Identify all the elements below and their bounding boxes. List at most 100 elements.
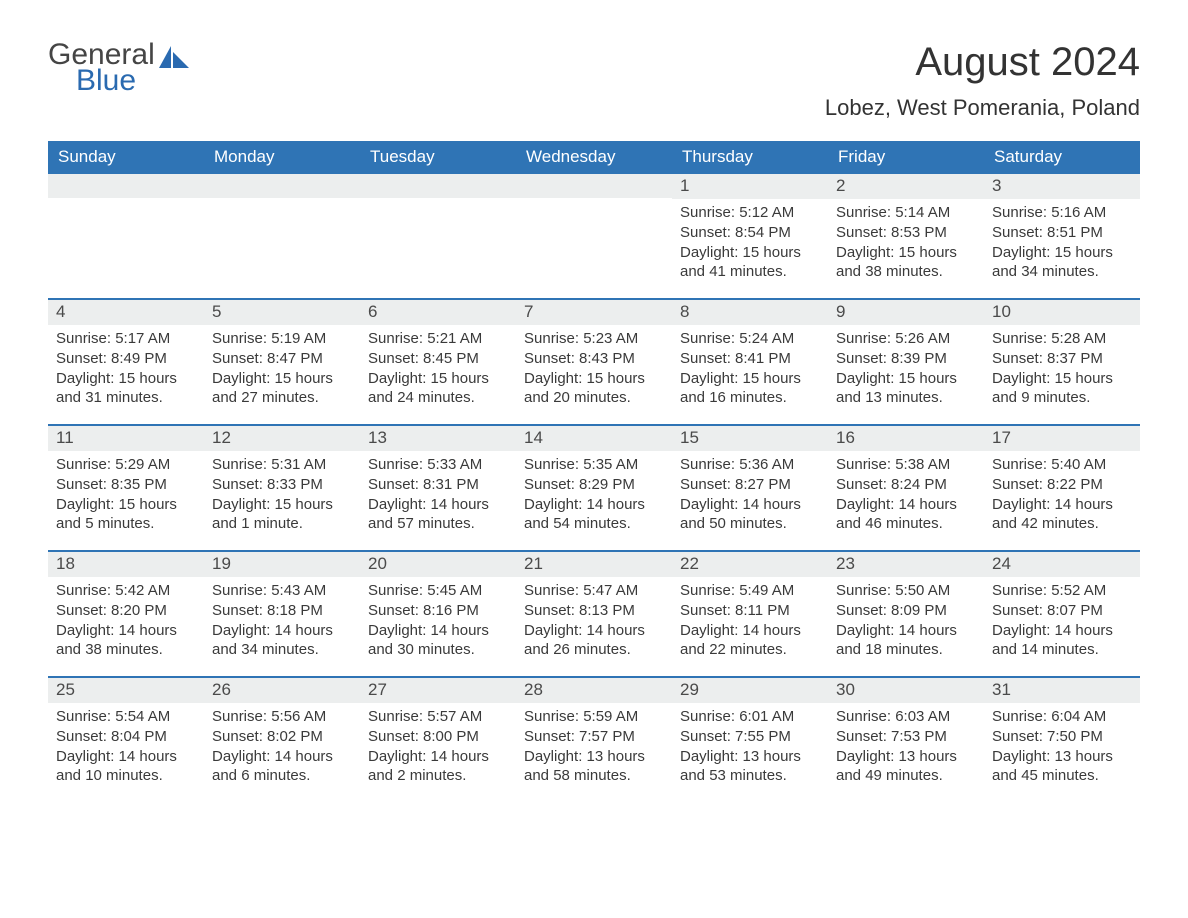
calendar-week: 11Sunrise: 5:29 AMSunset: 8:35 PMDayligh… [48,424,1140,550]
day-info: Sunrise: 6:01 AMSunset: 7:55 PMDaylight:… [672,703,828,794]
sunset-line: Sunset: 8:02 PM [212,727,352,747]
daylight-line: Daylight: 14 hours and 42 minutes. [992,495,1132,535]
sunset-line: Sunset: 7:55 PM [680,727,820,747]
sunset-line: Sunset: 8:00 PM [368,727,508,747]
day-info: Sunrise: 5:17 AMSunset: 8:49 PMDaylight:… [48,325,204,416]
sunset-line: Sunset: 8:35 PM [56,475,196,495]
header: General Blue August 2024 Lobez, West Pom… [48,40,1140,121]
day-number: 8 [672,300,828,325]
day-number: 2 [828,174,984,199]
weekday-header: Sunday [48,141,204,174]
day-info: Sunrise: 6:03 AMSunset: 7:53 PMDaylight:… [828,703,984,794]
daylight-line: Daylight: 15 hours and 20 minutes. [524,369,664,409]
sunset-line: Sunset: 8:49 PM [56,349,196,369]
daylight-line: Daylight: 14 hours and 50 minutes. [680,495,820,535]
day-number: 14 [516,426,672,451]
sunset-line: Sunset: 8:24 PM [836,475,976,495]
day-number: 12 [204,426,360,451]
daylight-line: Daylight: 13 hours and 58 minutes. [524,747,664,787]
title-block: August 2024 Lobez, West Pomerania, Polan… [825,40,1140,121]
day-info: Sunrise: 5:49 AMSunset: 8:11 PMDaylight:… [672,577,828,668]
day-info: Sunrise: 5:21 AMSunset: 8:45 PMDaylight:… [360,325,516,416]
calendar-cell: 25Sunrise: 5:54 AMSunset: 8:04 PMDayligh… [48,678,204,802]
day-info: Sunrise: 5:43 AMSunset: 8:18 PMDaylight:… [204,577,360,668]
calendar-week: 18Sunrise: 5:42 AMSunset: 8:20 PMDayligh… [48,550,1140,676]
sunset-line: Sunset: 8:13 PM [524,601,664,621]
day-number: 30 [828,678,984,703]
calendar-cell: 23Sunrise: 5:50 AMSunset: 8:09 PMDayligh… [828,552,984,676]
sunrise-line: Sunrise: 6:01 AM [680,707,820,727]
day-info: Sunrise: 5:38 AMSunset: 8:24 PMDaylight:… [828,451,984,542]
day-number [516,174,672,198]
sunrise-line: Sunrise: 5:47 AM [524,581,664,601]
calendar-cell: 28Sunrise: 5:59 AMSunset: 7:57 PMDayligh… [516,678,672,802]
day-info: Sunrise: 5:23 AMSunset: 8:43 PMDaylight:… [516,325,672,416]
calendar-week: 25Sunrise: 5:54 AMSunset: 8:04 PMDayligh… [48,676,1140,802]
calendar-cell: 21Sunrise: 5:47 AMSunset: 8:13 PMDayligh… [516,552,672,676]
sunset-line: Sunset: 8:51 PM [992,223,1132,243]
day-info: Sunrise: 5:29 AMSunset: 8:35 PMDaylight:… [48,451,204,542]
sunset-line: Sunset: 8:37 PM [992,349,1132,369]
calendar-cell: 1Sunrise: 5:12 AMSunset: 8:54 PMDaylight… [672,174,828,298]
sunrise-line: Sunrise: 5:16 AM [992,203,1132,223]
calendar-cell: 27Sunrise: 5:57 AMSunset: 8:00 PMDayligh… [360,678,516,802]
day-number [360,174,516,198]
day-info: Sunrise: 5:36 AMSunset: 8:27 PMDaylight:… [672,451,828,542]
brand-logo: General Blue [48,40,191,96]
sunrise-line: Sunrise: 5:52 AM [992,581,1132,601]
daylight-line: Daylight: 15 hours and 5 minutes. [56,495,196,535]
day-number: 24 [984,552,1140,577]
daylight-line: Daylight: 14 hours and 14 minutes. [992,621,1132,661]
calendar-cell: 19Sunrise: 5:43 AMSunset: 8:18 PMDayligh… [204,552,360,676]
sunrise-line: Sunrise: 5:38 AM [836,455,976,475]
sunrise-line: Sunrise: 5:17 AM [56,329,196,349]
day-number: 7 [516,300,672,325]
daylight-line: Daylight: 15 hours and 9 minutes. [992,369,1132,409]
day-info: Sunrise: 5:28 AMSunset: 8:37 PMDaylight:… [984,325,1140,416]
sunset-line: Sunset: 8:54 PM [680,223,820,243]
calendar-cell: 4Sunrise: 5:17 AMSunset: 8:49 PMDaylight… [48,300,204,424]
day-number: 3 [984,174,1140,199]
sunrise-line: Sunrise: 5:29 AM [56,455,196,475]
location-label: Lobez, West Pomerania, Poland [825,95,1140,121]
daylight-line: Daylight: 15 hours and 31 minutes. [56,369,196,409]
day-number: 19 [204,552,360,577]
day-info: Sunrise: 5:45 AMSunset: 8:16 PMDaylight:… [360,577,516,668]
calendar-cell: 3Sunrise: 5:16 AMSunset: 8:51 PMDaylight… [984,174,1140,298]
daylight-line: Daylight: 15 hours and 24 minutes. [368,369,508,409]
day-number: 21 [516,552,672,577]
day-number: 1 [672,174,828,199]
sunrise-line: Sunrise: 5:56 AM [212,707,352,727]
day-info: Sunrise: 5:50 AMSunset: 8:09 PMDaylight:… [828,577,984,668]
sunrise-line: Sunrise: 5:33 AM [368,455,508,475]
calendar-cell: 7Sunrise: 5:23 AMSunset: 8:43 PMDaylight… [516,300,672,424]
daylight-line: Daylight: 15 hours and 1 minute. [212,495,352,535]
daylight-line: Daylight: 14 hours and 57 minutes. [368,495,508,535]
calendar-cell: 9Sunrise: 5:26 AMSunset: 8:39 PMDaylight… [828,300,984,424]
daylight-line: Daylight: 13 hours and 49 minutes. [836,747,976,787]
calendar-cell: 5Sunrise: 5:19 AMSunset: 8:47 PMDaylight… [204,300,360,424]
calendar-cell: 10Sunrise: 5:28 AMSunset: 8:37 PMDayligh… [984,300,1140,424]
day-info: Sunrise: 5:14 AMSunset: 8:53 PMDaylight:… [828,199,984,290]
sunrise-line: Sunrise: 5:19 AM [212,329,352,349]
brand-text: General Blue [48,40,155,96]
calendar-cell [516,174,672,298]
sunrise-line: Sunrise: 5:40 AM [992,455,1132,475]
day-number: 27 [360,678,516,703]
sunset-line: Sunset: 8:11 PM [680,601,820,621]
day-number: 6 [360,300,516,325]
calendar-cell: 31Sunrise: 6:04 AMSunset: 7:50 PMDayligh… [984,678,1140,802]
sunrise-line: Sunrise: 5:36 AM [680,455,820,475]
day-info: Sunrise: 6:04 AMSunset: 7:50 PMDaylight:… [984,703,1140,794]
day-info: Sunrise: 5:59 AMSunset: 7:57 PMDaylight:… [516,703,672,794]
day-number: 29 [672,678,828,703]
daylight-line: Daylight: 14 hours and 38 minutes. [56,621,196,661]
sunset-line: Sunset: 8:20 PM [56,601,196,621]
sunset-line: Sunset: 7:57 PM [524,727,664,747]
calendar-cell: 29Sunrise: 6:01 AMSunset: 7:55 PMDayligh… [672,678,828,802]
day-number: 26 [204,678,360,703]
daylight-line: Daylight: 15 hours and 13 minutes. [836,369,976,409]
weekday-header: Wednesday [516,141,672,174]
day-info: Sunrise: 5:42 AMSunset: 8:20 PMDaylight:… [48,577,204,668]
daylight-line: Daylight: 13 hours and 45 minutes. [992,747,1132,787]
